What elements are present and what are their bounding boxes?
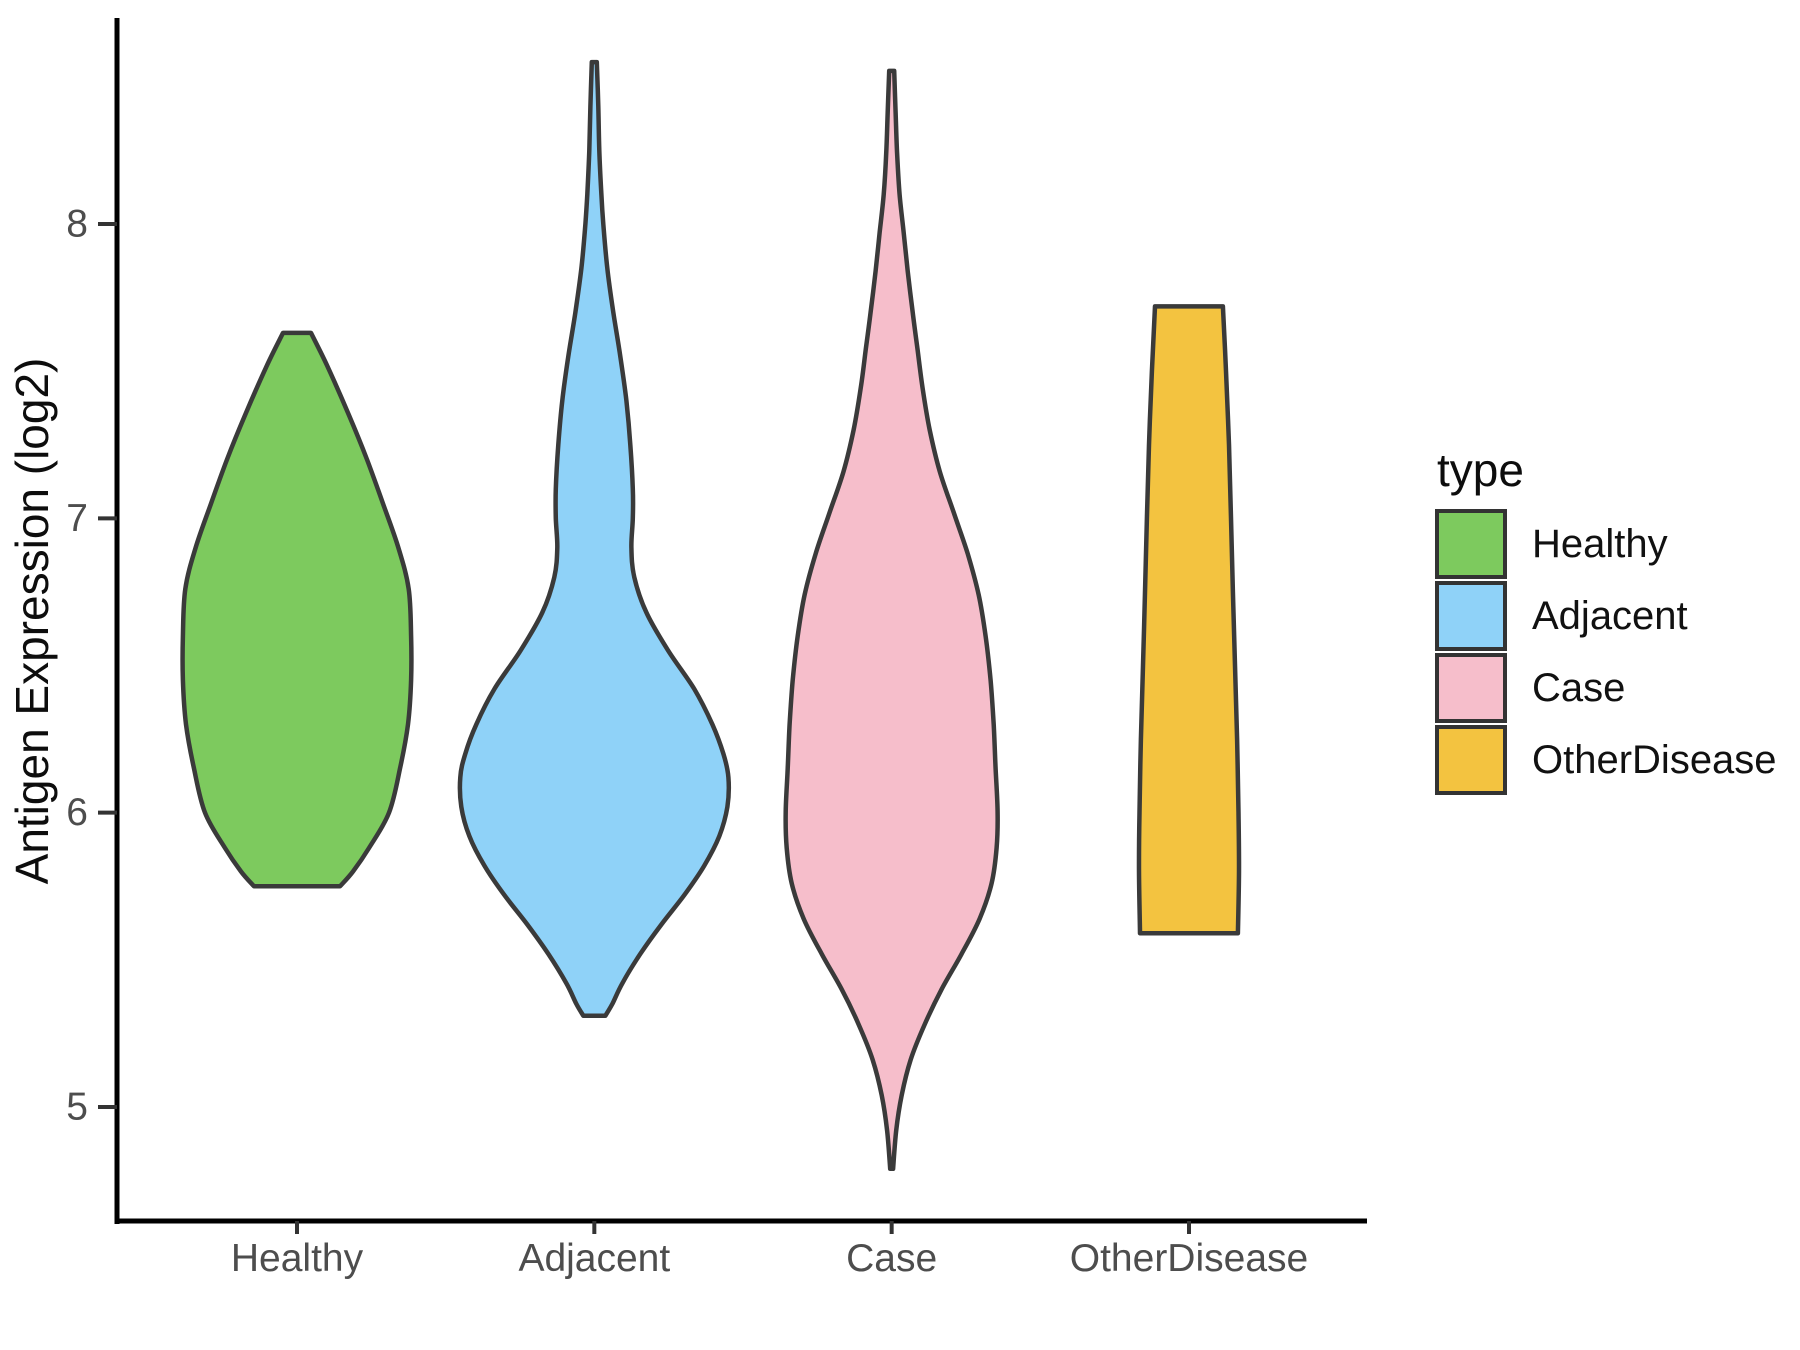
violin-case — [783, 68, 1000, 1172]
x-label-case: Case — [846, 1237, 937, 1280]
violin-healthy — [180, 330, 414, 889]
legend-title: type — [1437, 444, 1524, 496]
legend-label-healthy: Healthy — [1532, 522, 1668, 566]
legend-entries: Healthy Adjacent Case OtherDisease — [1435, 509, 1777, 795]
y-axis-title: Antigen Expression (log2) — [6, 358, 58, 885]
legend-key-healthy — [1435, 509, 1507, 579]
legend-key-case — [1435, 653, 1507, 723]
y-tick-label-5: 5 — [66, 1085, 88, 1128]
y-tick-label-6: 6 — [66, 791, 88, 834]
x-label-otherdisease: OtherDisease — [1070, 1237, 1308, 1280]
violin-otherdisease — [1136, 304, 1242, 936]
violin-adjacent — [457, 59, 732, 1018]
legend-key-otherdisease — [1435, 725, 1507, 795]
x-axis-ticks: Healthy Adjacent Case OtherDisease — [231, 1221, 1308, 1280]
y-axis-ticks: 8 7 6 5 — [66, 203, 117, 1128]
legend-label-adjacent: Adjacent — [1532, 594, 1688, 638]
legend-label-case: Case — [1532, 666, 1625, 710]
legend-label-otherdisease: OtherDisease — [1532, 738, 1777, 782]
violin-layer — [180, 59, 1242, 1172]
legend: type Healthy Adjacent Case OtherDisease — [1435, 444, 1777, 795]
x-label-adjacent: Adjacent — [518, 1237, 670, 1280]
y-tick-label-7: 7 — [66, 497, 88, 540]
legend-key-adjacent — [1435, 581, 1507, 651]
y-tick-label-8: 8 — [66, 203, 88, 246]
x-label-healthy: Healthy — [231, 1237, 364, 1280]
